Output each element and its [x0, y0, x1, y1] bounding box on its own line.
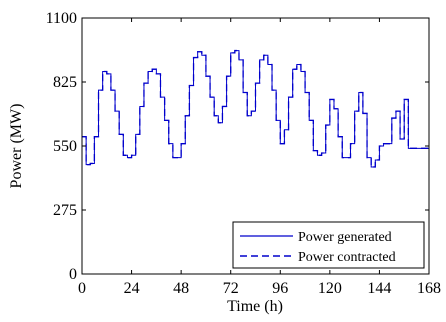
x-tick-label: 120: [318, 280, 342, 297]
y-tick-label: 0: [69, 266, 77, 283]
legend-label-contracted: Power contracted: [298, 250, 396, 265]
legend-label-generated: Power generated: [298, 230, 392, 245]
x-tick-label: 24: [124, 280, 140, 297]
series-line-contracted: [82, 49, 429, 168]
x-tick-label: 168: [417, 280, 441, 297]
y-axis: 0 275 550 825 1100: [46, 10, 429, 283]
x-tick-label: 96: [272, 280, 288, 297]
x-axis: 0 24 48 72 96 120 144 168: [78, 18, 441, 297]
x-tick-label: 144: [367, 280, 391, 297]
y-tick-label: 550: [53, 138, 77, 155]
x-tick-label: 72: [223, 280, 239, 297]
x-tick-label: 48: [173, 280, 189, 297]
y-tick-label: 825: [53, 74, 77, 91]
legend: Power generated Power contracted: [232, 221, 425, 269]
x-tick-label: 0: [78, 280, 86, 297]
y-tick-label: 1100: [46, 10, 77, 27]
series-lines: [82, 49, 429, 168]
y-tick-label: 275: [53, 202, 77, 219]
y-axis-label: Power (MW): [8, 104, 25, 189]
x-axis-label: Time (h): [227, 298, 283, 315]
legend-box: [232, 221, 425, 269]
series-line-generated: [82, 50, 429, 168]
